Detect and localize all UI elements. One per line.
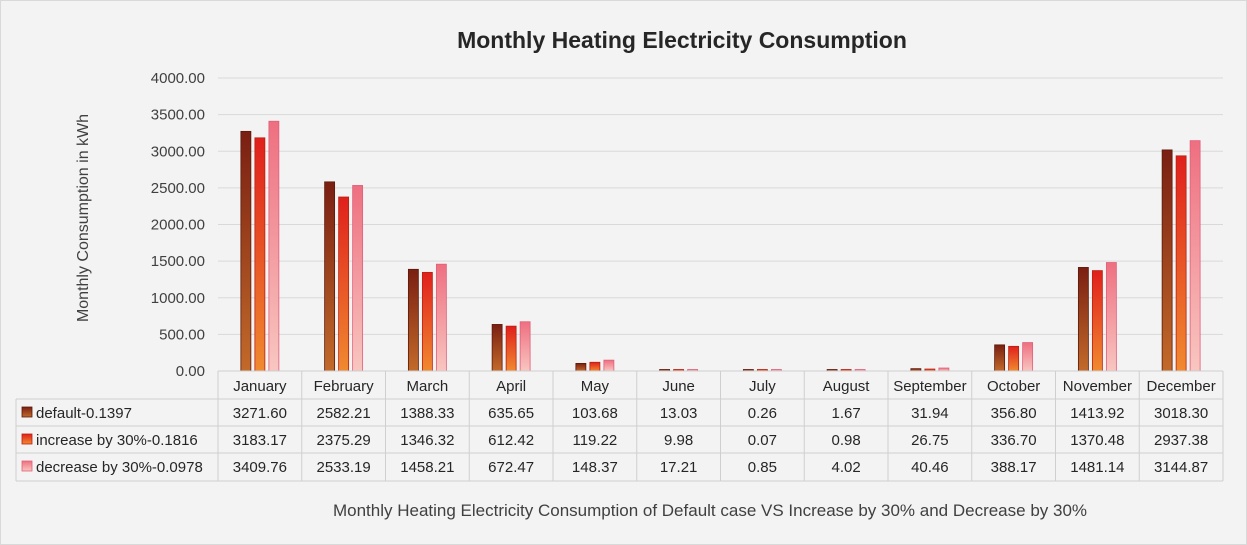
legend-label: increase by 30%-0.1816 [36,432,198,449]
bar-february-series-1 [324,181,336,372]
legend-key-series-2 [21,433,33,445]
data-label: 3183.17 [233,432,287,449]
data-label: 4.02 [832,459,861,476]
bar-march-series-2 [421,271,433,372]
y-tick-label: 500.00 [159,326,205,343]
bar-november-series-2 [1091,270,1103,372]
bar-april-series-3 [519,321,531,372]
y-axis-label: Monthly Consumption in kWh [75,114,92,322]
data-label: 26.75 [911,432,949,449]
bar-april-series-2 [505,325,517,372]
data-label: 1388.33 [400,405,454,422]
data-label: 1413.92 [1070,405,1124,422]
data-label: 148.37 [572,459,618,476]
data-label: 612.42 [488,432,534,449]
y-tick-label: 4000.00 [151,70,205,87]
bar-december-series-1 [1161,149,1173,372]
x-tick-label: May [581,378,610,395]
bar-december-series-2 [1175,155,1187,372]
bar-february-series-2 [338,196,350,372]
bar-october-series-3 [1022,342,1034,372]
data-label: 3271.60 [233,405,287,422]
legend-key-series-3 [21,460,33,472]
x-tick-label: March [407,378,449,395]
y-tick-label: 2500.00 [151,180,205,197]
bar-december-series-3 [1189,140,1201,372]
x-tick-label: August [823,378,871,395]
data-label: 356.80 [991,405,1037,422]
bar-may-series-2 [589,361,601,372]
bar-november-series-1 [1077,267,1089,372]
data-label: 119.22 [572,432,617,449]
data-label: 336.70 [991,432,1037,449]
bar-january-series-2 [254,137,266,372]
chart-title: Monthly Heating Electricity Consumption [457,27,907,53]
data-label: 0.07 [748,432,777,449]
x-tick-label: December [1147,378,1216,395]
data-label: 2582.21 [317,405,371,422]
data-label: 672.47 [488,459,534,476]
data-label: 3409.76 [233,459,287,476]
data-label: 0.85 [748,459,777,476]
data-label: 3018.30 [1154,405,1208,422]
data-label: 1458.21 [400,459,454,476]
data-label: 388.17 [991,459,1037,476]
gridlines [218,77,1223,372]
data-label: 2937.38 [1154,432,1208,449]
data-label: 9.98 [664,432,693,449]
x-tick-label: July [749,378,776,395]
y-tick-label: 3500.00 [151,107,205,124]
data-label: 1370.48 [1070,432,1124,449]
data-label: 0.98 [832,432,861,449]
x-tick-label: September [893,378,966,395]
data-label: 0.26 [748,405,777,422]
data-label: 40.46 [911,459,949,476]
legend-label: decrease by 30%-0.0978 [36,459,203,476]
bars [240,120,1201,372]
data-label: 2533.19 [317,459,371,476]
bar-october-series-2 [1008,345,1020,372]
y-tick-labels: 0.00 500.00 1000.00 1500.00 2000.00 2500.00 30… [151,70,205,380]
data-label: 31.94 [911,405,949,422]
y-tick-label: 0.00 [176,363,205,380]
x-tick-label: June [662,378,695,395]
data-label: 1481.14 [1070,459,1124,476]
bar-january-series-3 [268,120,280,372]
y-tick-label: 2000.00 [151,217,205,234]
data-table: January February March April May June July Augu… [15,370,1224,482]
bar-may-series-1 [575,363,587,372]
bar-october-series-1 [994,344,1006,372]
bar-march-series-3 [435,263,447,372]
y-tick-label: 1000.00 [151,290,205,307]
legend-key-series-1 [21,406,33,418]
x-axis-caption: Monthly Heating Electricity Consumption … [333,501,1087,520]
data-label: 13.03 [660,405,698,422]
x-tick-label: April [496,378,526,395]
x-tick-label: November [1063,378,1132,395]
x-tick-label: October [987,378,1040,395]
data-label: 3144.87 [1154,459,1208,476]
data-label: 635.65 [488,405,534,422]
bar-may-series-3 [603,359,615,372]
bar-march-series-1 [407,268,419,372]
data-label: 1.67 [832,405,861,422]
bar-february-series-3 [352,185,364,372]
legend-label: default-0.1397 [36,405,132,422]
bar-november-series-3 [1105,262,1117,372]
y-tick-label: 1500.00 [151,253,205,270]
data-label: 2375.29 [317,432,371,449]
data-label: 17.21 [660,459,698,476]
bar-january-series-1 [240,130,252,372]
x-tick-label: January [233,378,287,395]
y-tick-label: 3000.00 [151,143,205,160]
data-label: 103.68 [572,405,618,422]
data-label: 1346.32 [400,432,454,449]
x-tick-label: February [314,378,375,395]
bar-april-series-1 [491,324,503,372]
